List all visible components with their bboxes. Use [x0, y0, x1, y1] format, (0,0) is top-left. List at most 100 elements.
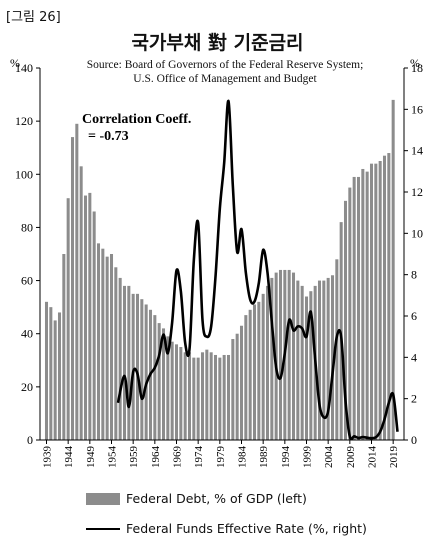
debt-bar: [322, 280, 326, 440]
debt-bar: [92, 211, 96, 440]
legend-swatch-line: [86, 527, 120, 530]
debt-bar: [343, 200, 348, 440]
debt-bar: [62, 254, 66, 440]
legend-item-rate: Federal Funds Effective Rate (%, right): [86, 521, 367, 536]
debt-bar: [361, 168, 365, 440]
debt-bar: [252, 304, 257, 440]
debt-bar: [326, 277, 330, 440]
x-tick-label: 1954: [107, 446, 119, 469]
debt-bar: [96, 243, 101, 440]
debt-bar: [356, 176, 361, 440]
debt-bar: [317, 280, 322, 440]
chart-source: Source: Board of Governors of the Federa…: [36, 58, 414, 86]
right-tick-label: 10: [411, 226, 423, 240]
chart-title: 국가부채 對 기준금리: [131, 32, 304, 54]
debt-bar: [374, 163, 378, 440]
debt-bar: [231, 339, 235, 440]
debt-bar: [248, 309, 252, 440]
debt-bar: [174, 344, 179, 440]
debt-bar: [348, 187, 352, 440]
x-tick-label: 1969: [172, 446, 184, 469]
debt-bar: [157, 323, 161, 440]
x-tick-label: 1939: [42, 446, 54, 469]
debt-bar: [261, 293, 265, 440]
x-tick-label: 1974: [193, 446, 205, 469]
debt-bar: [122, 285, 127, 440]
debt-bar: [179, 347, 183, 440]
legend-label-rate: Federal Funds Effective Rate (%, right): [126, 521, 367, 536]
left-axis-unit: %: [10, 56, 20, 70]
debt-bar: [144, 304, 148, 440]
debt-bar: [44, 301, 49, 440]
chart-plot: 0 20 40 60 80 100 120 140 0 2 4 6 8 10 12 14 16 18% % 1939 1…: [10, 56, 423, 468]
debt-bar: [257, 301, 261, 440]
x-tick-label: 1949: [85, 446, 97, 469]
debt-bar: [309, 291, 313, 440]
right-tick-label: 2: [411, 392, 417, 406]
debt-bar: [278, 269, 283, 440]
debt-bar: [300, 285, 304, 440]
x-tick-label: 1994: [280, 446, 292, 469]
debt-bar: [391, 99, 395, 440]
debt-bar: [196, 357, 200, 440]
debt-bar: [105, 256, 109, 440]
debt-bar: [118, 277, 122, 440]
debt-bar: [265, 285, 270, 440]
x-tick-label: 2019: [388, 446, 400, 469]
left-tick-label: 100: [15, 167, 33, 181]
rate-line: [116, 99, 399, 441]
source-line-1: Source: Board of Governors of the Federa…: [86, 59, 364, 71]
x-tick-label: 2014: [367, 446, 379, 469]
right-tick-label: 18: [411, 61, 423, 75]
debt-bar: [244, 315, 248, 440]
left-tick-label: 80: [21, 220, 33, 234]
right-axis-unit: %: [410, 56, 420, 70]
x-tick-label: 1999: [302, 446, 314, 469]
left-tick-label: 0: [27, 433, 33, 447]
rate-line-path: [116, 99, 399, 441]
annotation-line-2: = -0.73: [88, 129, 129, 144]
debt-bar: [296, 280, 300, 440]
debt-bar: [153, 315, 157, 440]
debt-bar: [57, 312, 62, 440]
debt-bar: [222, 354, 226, 440]
right-tick-label: 12: [411, 185, 423, 199]
debt-bar: [365, 171, 369, 440]
left-tick-label: 140: [15, 61, 33, 75]
debt-bar: [335, 259, 339, 440]
debt-bar: [79, 166, 83, 441]
debt-bar: [226, 354, 231, 440]
x-tick-label: 1979: [215, 446, 227, 469]
legend-item-debt: Federal Debt, % of GDP (left): [86, 491, 307, 506]
debt-bar: [166, 336, 170, 440]
left-tick-label: 60: [21, 274, 33, 288]
right-tick-label: 0: [411, 433, 417, 447]
debt-bar: [239, 325, 244, 440]
right-tick-label: 16: [411, 102, 423, 116]
right-tick-label: 4: [411, 350, 417, 364]
debt-bar: [287, 269, 291, 440]
debt-bar: [88, 192, 92, 440]
debt-bars: [44, 99, 395, 441]
debt-bar: [304, 296, 309, 440]
right-tick-label: 8: [411, 268, 417, 282]
debt-bar: [213, 354, 218, 440]
right-tick-label: 6: [411, 309, 417, 323]
x-tick-label: 1989: [258, 446, 270, 469]
debt-bar: [274, 272, 278, 440]
debt-bar: [382, 155, 387, 440]
figure-label: [그림 26]: [6, 10, 61, 25]
left-tick-label: 20: [21, 380, 33, 394]
debt-bar: [49, 307, 53, 440]
debt-bar: [109, 254, 114, 440]
debt-bar: [161, 328, 166, 440]
debt-bar: [235, 333, 239, 440]
debt-bar: [66, 198, 70, 440]
legend-label-debt: Federal Debt, % of GDP (left): [126, 491, 307, 506]
debt-bar: [131, 293, 135, 440]
chart-axes: 0 20 40 60 80 100 120 140 0 2 4 6 8 10 12 14 16 18% % 1939 1…: [10, 56, 423, 468]
debt-bar: [218, 357, 222, 440]
x-tick-label: 1984: [237, 446, 249, 469]
source-line-2: U.S. Office of Management and Budget: [133, 73, 317, 85]
debt-bar: [205, 349, 209, 440]
